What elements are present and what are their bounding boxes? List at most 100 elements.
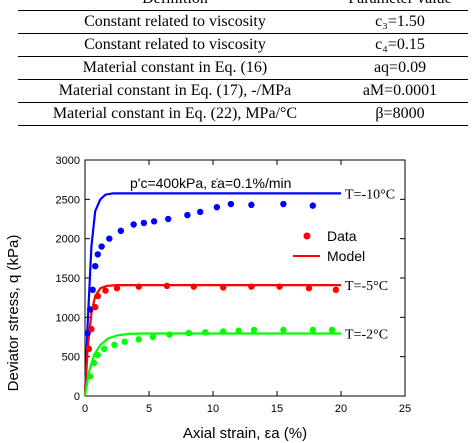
data-point	[190, 283, 197, 290]
data-point	[150, 218, 158, 225]
series-label: T=-2°C	[345, 327, 388, 342]
data-point	[276, 283, 283, 290]
x-tick-label: 20	[335, 403, 347, 415]
data-point	[184, 211, 191, 219]
data-point	[197, 208, 204, 216]
parameter-table-section: Definition Parameter value Constant rela…	[0, 0, 474, 126]
row-definition: Material constant in Eq. (16)	[18, 56, 332, 80]
row-value: c₄=0.15	[332, 33, 468, 57]
legend-data-marker	[303, 232, 311, 240]
data-point	[149, 333, 157, 341]
data-point	[202, 329, 209, 336]
series-label: T=-10°C	[345, 187, 395, 202]
data-point	[88, 325, 95, 333]
header-definition: Definition	[18, 0, 332, 11]
model-line	[83, 192, 341, 397]
model-curves	[83, 192, 341, 397]
data-point	[106, 235, 113, 242]
data-point	[280, 200, 287, 208]
row-value: c₃=1.50	[332, 10, 468, 34]
y-tick-label: 1500	[56, 273, 80, 285]
data-point	[305, 285, 313, 292]
data-point	[92, 303, 99, 311]
data-point	[94, 251, 102, 258]
data-point	[309, 202, 317, 209]
data-point	[85, 345, 93, 352]
data-point	[121, 338, 128, 345]
legend-label: Data	[327, 228, 357, 244]
data-point	[235, 327, 242, 334]
y-tick-label: 0	[74, 391, 80, 403]
x-tick-label: 25	[399, 403, 411, 415]
header-value: Parameter value	[332, 0, 468, 11]
y-tick-label: 1000	[56, 312, 80, 324]
data-point	[332, 286, 340, 293]
data-point	[86, 306, 94, 313]
chart-axes: 0 5 10 15 20 25 0 500 1000 1500 2000 2500 3000	[56, 155, 412, 415]
data-point	[98, 243, 105, 250]
data-point	[94, 292, 102, 300]
table-row: Material constant in Eq. (17), -/MPa aM=…	[18, 79, 468, 103]
table-header-row: Definition Parameter value	[18, 0, 468, 11]
data-point	[84, 329, 91, 337]
row-definition: Constant related to viscosity	[18, 10, 332, 34]
model-line	[83, 284, 341, 397]
table-row: Constant related to viscosity c₄=0.15	[18, 33, 468, 57]
data-point	[135, 336, 142, 343]
model-line	[83, 332, 341, 397]
row-value: aq=0.09	[332, 56, 468, 80]
data-point	[102, 287, 109, 294]
y-axis-label: Deviator stress, q (kPa)	[5, 235, 22, 392]
stress-strain-chart: 0 5 10 15 20 25 0 500 1000 1500 2000 2500 3000 T=-10…	[5, 155, 412, 442]
data-point	[248, 283, 255, 290]
data-point	[90, 359, 98, 367]
data-point	[140, 219, 148, 227]
data-point	[220, 328, 227, 335]
data-points	[84, 200, 340, 380]
x-tick-label: 0	[82, 403, 88, 415]
data-point	[227, 200, 235, 208]
data-point	[135, 283, 142, 290]
data-point	[113, 285, 121, 292]
data-point	[111, 341, 118, 349]
y-tick-label: 500	[62, 352, 80, 364]
data-point	[185, 329, 192, 337]
row-definition: Constant related to viscosity	[18, 33, 332, 57]
series-labels: T=-10°C T=-5°C T=-2°C	[345, 187, 395, 342]
data-point	[130, 221, 137, 228]
y-tick-label: 2000	[56, 234, 80, 246]
series-label: T=-5°C	[345, 279, 388, 294]
data-point	[163, 282, 171, 290]
table-row: Material constant in Eq. (16) aq=0.09	[18, 56, 468, 80]
legend-label: Model	[327, 248, 365, 264]
data-point	[248, 201, 255, 209]
data-point	[86, 373, 94, 380]
data-point	[89, 286, 96, 293]
data-point	[166, 331, 173, 338]
data-point	[220, 284, 227, 291]
data-point	[250, 326, 258, 334]
data-point	[94, 351, 102, 359]
y-tick-label: 3000	[56, 155, 80, 167]
test-condition-annotation: p'c=400kPa, ε̇a=0.1%/min	[130, 175, 291, 191]
x-axis-label: Axial strain, εa (%)	[183, 425, 307, 442]
row-value: aM=0.0001	[332, 79, 468, 103]
row-definition: Material constant in Eq. (17), -/MPa	[18, 79, 332, 103]
row-value: β=8000	[332, 102, 468, 126]
data-point	[280, 326, 287, 334]
data-point	[328, 326, 336, 334]
data-point	[165, 215, 172, 223]
table-row: Constant related to viscosity c₃=1.50	[18, 10, 468, 34]
data-point	[117, 227, 125, 234]
table-row: Material constant in Eq. (22), MPa/°C β=…	[18, 102, 468, 126]
data-point	[101, 345, 108, 352]
data-point	[92, 263, 99, 270]
x-tick-label: 5	[146, 403, 152, 415]
x-tick-label: 10	[207, 403, 219, 415]
row-definition: Material constant in Eq. (22), MPa/°C	[18, 102, 332, 126]
data-point	[309, 326, 317, 334]
y-tick-label: 2500	[56, 194, 80, 206]
parameter-table: Definition Parameter value Constant rela…	[18, 0, 468, 126]
chart-legend: Data Model	[293, 228, 365, 264]
x-tick-label: 15	[271, 403, 283, 415]
